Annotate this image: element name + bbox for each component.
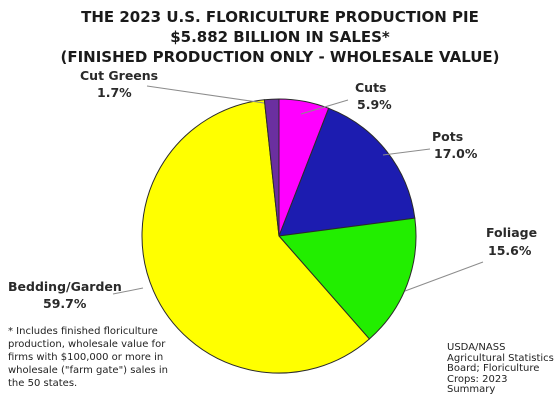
slice-value-foliage: 15.6% <box>488 243 532 258</box>
source-line: Board; Floriculture <box>447 363 540 374</box>
footnote: * Includes finished floriculture product… <box>8 325 198 390</box>
slice-label-pots: Pots <box>432 129 463 144</box>
footnote-line: production, wholesale value for <box>8 339 166 350</box>
footnote-line: * Includes finished floriculture <box>8 326 158 337</box>
pie-slices <box>141 98 417 374</box>
chart-title-line-3: (FINISHED PRODUCTION ONLY - WHOLESALE VA… <box>60 48 499 66</box>
slice-value-bedding-garden: 59.7% <box>43 296 87 311</box>
footnote-line: wholesale ("farm gate") sales in <box>8 365 169 376</box>
footnote-line: firms with $100,000 or more in <box>8 352 164 363</box>
source-line: USDA/NASS <box>447 342 506 353</box>
leader-lines <box>112 85 484 295</box>
chart-title-line-2: $5.882 BILLION IN SALES* <box>170 28 390 46</box>
leader-line-bedding-garden <box>112 287 144 295</box>
chart-title-line-1: THE 2023 U.S. FLORICULTURE PRODUCTION PI… <box>81 8 479 26</box>
source-note: USDA/NASS Agricultural Statistics Board;… <box>447 342 557 396</box>
source-line: Agricultural Statistics <box>447 352 554 364</box>
footnote-line: the 50 states. <box>8 378 78 389</box>
source-line: Crops: 2023 <box>447 373 508 385</box>
slice-label-cuts: Cuts <box>355 80 387 95</box>
slice-value-cuts: 5.9% <box>357 97 392 112</box>
pie-slice-foliage <box>278 217 417 340</box>
chart-title: THE 2023 U.S. FLORICULTURE PRODUCTION PI… <box>60 8 499 66</box>
pie-slice-bedding-garden <box>141 99 371 374</box>
slice-label-bedding-garden: Bedding/Garden <box>8 279 122 294</box>
source-line: Summary <box>447 384 496 395</box>
leader-line-cut-greens <box>146 85 265 104</box>
leader-line-cuts <box>300 99 349 115</box>
pie-slice-pots <box>278 107 416 237</box>
leader-line-foliage <box>404 261 484 292</box>
leader-line-pots <box>382 148 431 156</box>
slice-value-cut-greens: 1.7% <box>97 85 132 100</box>
slice-labels: Cuts 5.9% Pots 17.0% Foliage 15.6% Bedding/Gar… <box>8 68 537 311</box>
slice-value-pots: 17.0% <box>434 146 478 161</box>
slice-label-cut-greens: Cut Greens <box>80 68 158 83</box>
slice-label-foliage: Foliage <box>486 225 537 240</box>
pie-slice-cut-greens <box>263 98 280 237</box>
